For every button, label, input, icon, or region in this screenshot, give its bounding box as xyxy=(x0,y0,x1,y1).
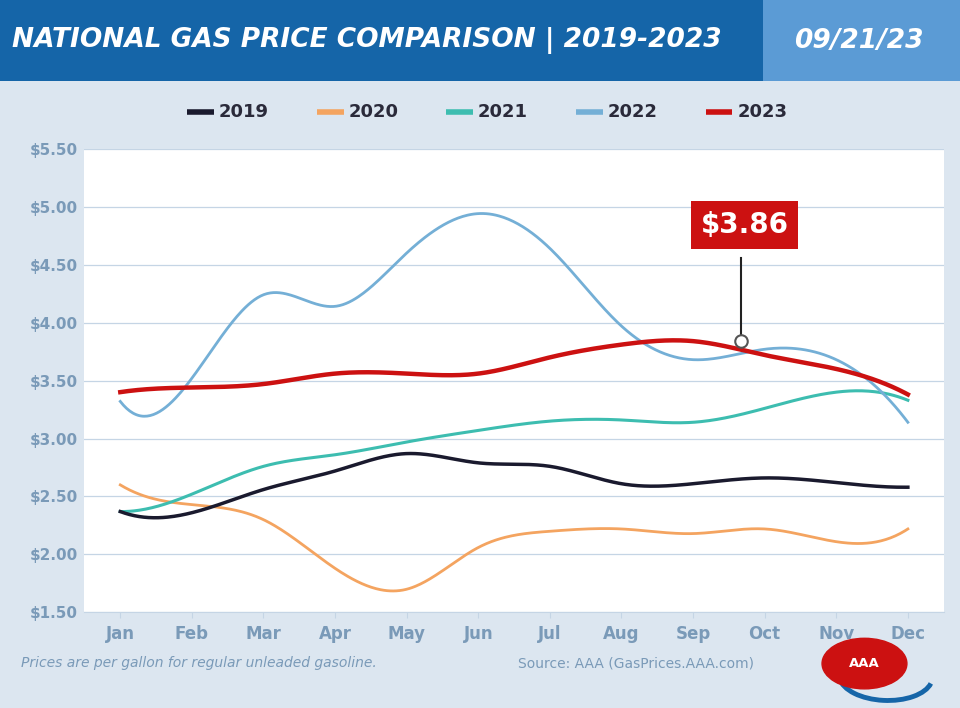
Bar xyxy=(763,0,960,81)
Text: 2022: 2022 xyxy=(608,103,658,120)
Text: 2020: 2020 xyxy=(348,103,398,120)
Bar xyxy=(0,0,763,81)
Text: 2023: 2023 xyxy=(737,103,787,120)
Text: Prices are per gallon for regular unleaded gasoline.: Prices are per gallon for regular unlead… xyxy=(21,656,377,670)
Text: Source: AAA (GasPrices.AAA.com): Source: AAA (GasPrices.AAA.com) xyxy=(518,656,755,670)
Circle shape xyxy=(822,639,907,689)
Text: AAA: AAA xyxy=(849,657,880,670)
Text: 2021: 2021 xyxy=(478,103,528,120)
Text: $3.86: $3.86 xyxy=(701,211,788,239)
Text: NATIONAL GAS PRICE COMPARISON | 2019-2023: NATIONAL GAS PRICE COMPARISON | 2019-202… xyxy=(12,27,722,55)
Text: 2019: 2019 xyxy=(219,103,269,120)
Text: 09/21/23: 09/21/23 xyxy=(795,28,924,54)
